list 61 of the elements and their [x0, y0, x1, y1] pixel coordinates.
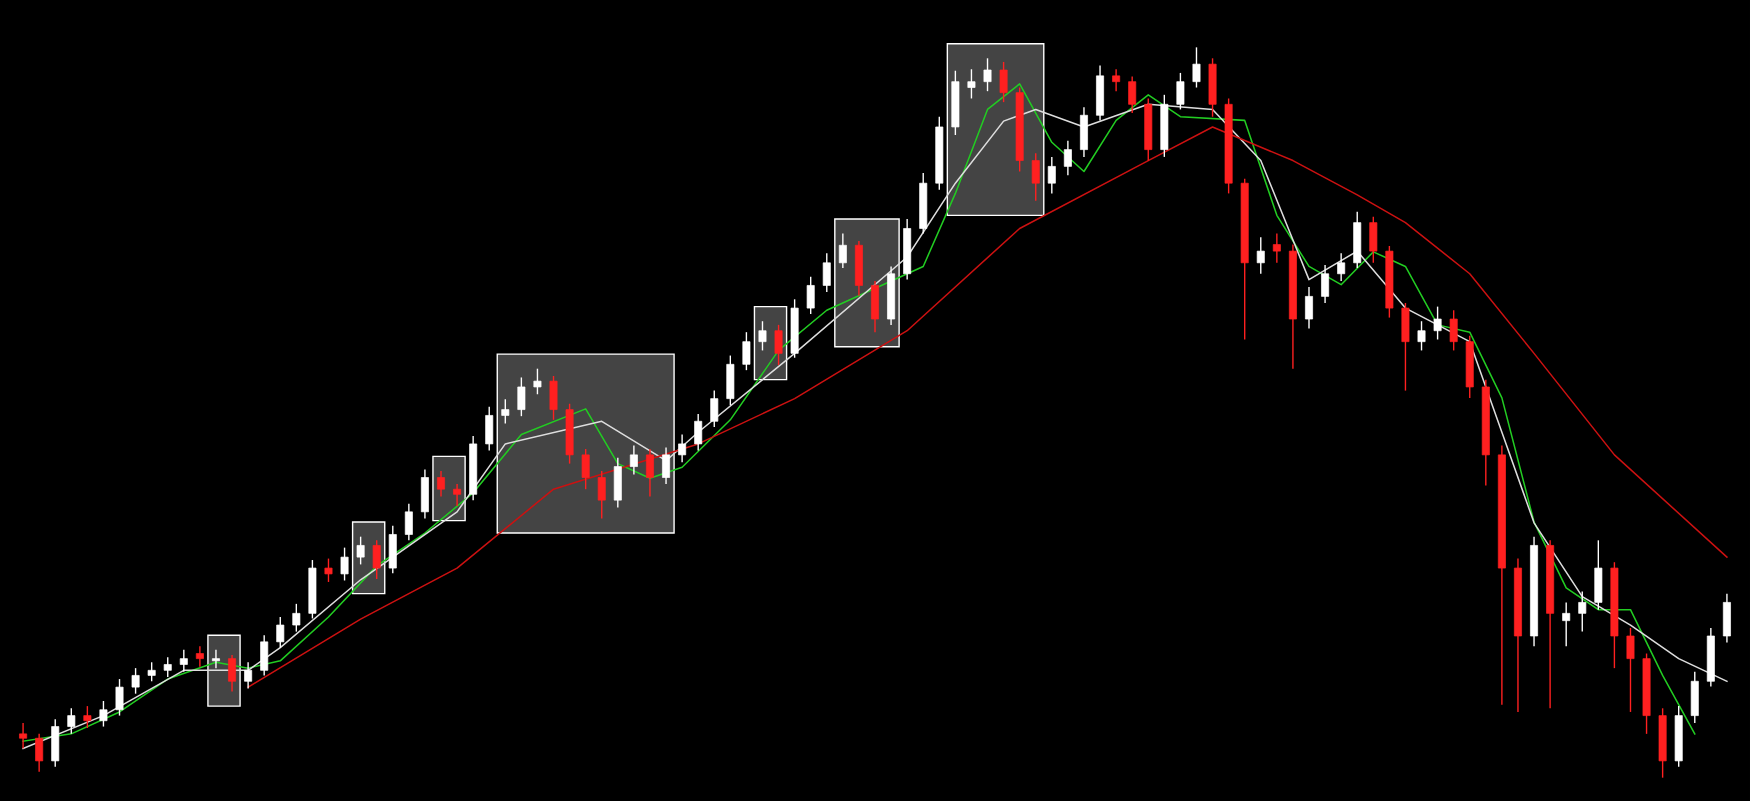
candlestick: [678, 433, 687, 463]
candlestick: [710, 389, 719, 428]
candlestick: [758, 320, 767, 352]
candlestick: [646, 448, 654, 498]
candlestick: [838, 232, 847, 269]
candlestick: [1031, 152, 1040, 202]
candlestick: [244, 661, 253, 690]
candlestick: [1256, 236, 1265, 275]
candlestick: [629, 444, 638, 476]
candlestick: [1337, 252, 1346, 282]
candlestick: [1626, 627, 1635, 713]
candlestick: [372, 539, 381, 580]
candlestick: [501, 398, 510, 425]
candlestick: [533, 368, 542, 395]
candlestick: [742, 331, 751, 371]
candlestick: [806, 275, 815, 315]
candlestick: [131, 667, 140, 695]
candlestick: [19, 722, 28, 750]
candlestick: [356, 535, 365, 566]
candlestick: [983, 57, 992, 92]
candlestick: [147, 661, 156, 682]
candlestick: [228, 654, 236, 693]
candlestick: [1192, 46, 1201, 89]
candlestick: [1417, 320, 1426, 352]
candlestick: [774, 324, 783, 366]
candlestick: [1063, 140, 1072, 176]
candlestick: [1176, 72, 1185, 111]
candlestick: [67, 707, 76, 735]
candlestick: [662, 446, 670, 485]
candlestick: [83, 705, 92, 729]
candlestick: [453, 483, 462, 507]
candlestick: [1321, 264, 1330, 304]
candlestick: [340, 546, 349, 582]
candlestick: [179, 649, 188, 673]
candlestick: [1112, 68, 1121, 92]
candlestick: [1305, 286, 1313, 330]
candlestick: [212, 649, 220, 669]
candlestick: [324, 557, 333, 583]
candlestick: [694, 413, 703, 452]
candlestick: [1128, 75, 1137, 114]
candlestick: [195, 645, 204, 668]
candlestick: [1578, 590, 1587, 633]
candlestick: [35, 733, 44, 773]
candlestick: [967, 68, 976, 100]
candlestick: [163, 656, 172, 678]
candlestick: [581, 448, 590, 490]
candlestick: [1449, 309, 1458, 352]
candlestick: [822, 252, 831, 293]
candlestick: [597, 470, 606, 520]
candlestick: [1562, 601, 1571, 647]
candlestick: [437, 470, 445, 498]
candlestick: [517, 376, 526, 417]
candlestick: [99, 700, 108, 728]
candlestick: [1272, 232, 1281, 264]
candlestick: [1047, 156, 1056, 195]
candlestick: [292, 603, 301, 633]
candlestick: [404, 503, 413, 542]
candlestick: [1433, 305, 1442, 341]
candlestick: [999, 61, 1008, 103]
candlestick: [276, 616, 285, 649]
candlestick: [115, 678, 124, 717]
